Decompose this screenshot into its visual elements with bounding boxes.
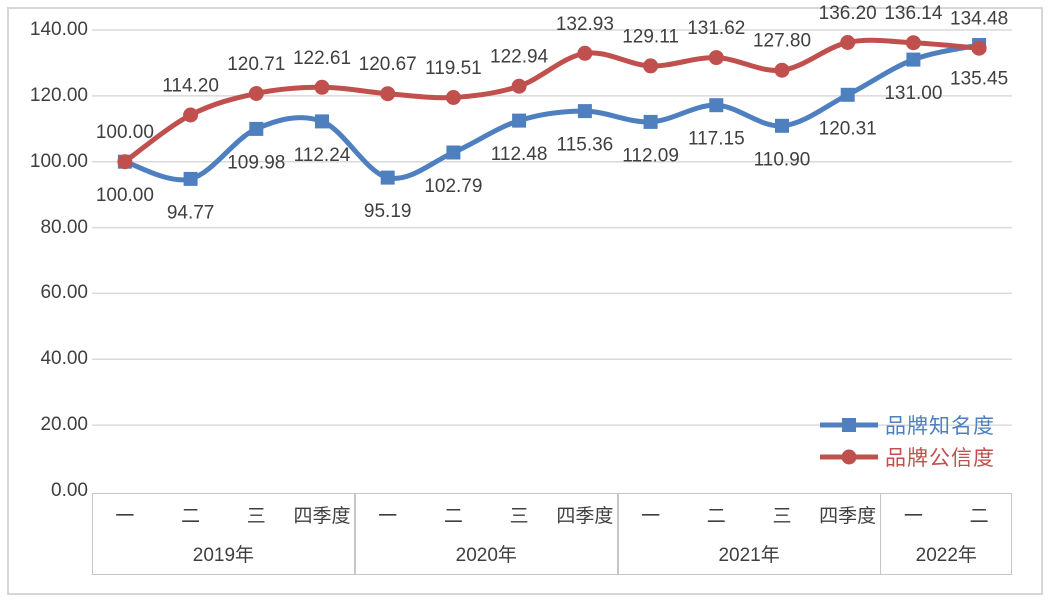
x-axis-quarter-label: 二 [181,506,201,527]
data-point-marker-square [643,114,658,129]
data-point-marker-square [906,52,921,67]
data-label: 100.00 [96,122,154,143]
data-point-marker-circle [248,86,264,101]
data-label: 131.00 [884,83,942,104]
data-label: 120.67 [359,54,417,75]
y-axis-tick-label: 40.00 [40,348,88,370]
data-point-marker-square [840,87,855,102]
data-point-marker-square [380,170,395,185]
data-label: 112.24 [294,145,351,166]
x-axis-quarter-label: 四季度 [556,506,614,527]
x-axis-year-label: 2021年 [718,545,780,566]
data-label: 129.11 [622,26,679,47]
x-axis-quarter-label: 三 [772,506,792,527]
data-label: 120.71 [227,54,285,75]
data-point-marker-circle [117,154,133,170]
x-axis-quarter-label: 二 [443,506,463,527]
x-axis-year-label: 2019年 [192,545,255,566]
data-point-marker-circle [774,62,790,78]
data-label: 136.20 [819,3,877,24]
y-axis-tick-label: 120.00 [29,84,88,106]
data-point-marker-square [446,145,461,160]
data-label: 122.94 [490,47,549,68]
data-point-marker-square [512,113,527,128]
data-label: 112.48 [491,144,548,165]
data-label: 131.62 [687,18,745,39]
legend-swatch-circle-icon [820,449,878,465]
data-label: 120.31 [819,118,877,139]
legend-label-series-1: 品牌知名度 [885,415,995,438]
x-axis-quarter-label: 四季度 [819,506,877,527]
data-label: 127.80 [753,31,811,52]
y-axis-tick-label: 140.00 [29,19,88,40]
x-axis-quarter-label: 四季度 [293,506,351,527]
y-axis-tick-label: 0.00 [51,480,88,501]
data-label: 94.77 [167,202,215,223]
legend-entry-series-2[interactable]: 品牌公信度 [820,441,995,473]
data-point-marker-circle [314,79,330,95]
data-point-marker-square [709,98,724,113]
x-axis-year-label: 2022年 [915,545,977,566]
data-point-marker-circle [577,45,593,61]
year-group-divider [617,493,619,575]
x-axis-quarter-label: 三 [509,506,529,527]
data-label: 117.15 [688,129,745,150]
data-point-marker-circle [840,35,856,50]
legend: 品牌知名度 品牌公信度 [820,409,995,473]
x-axis-year-label: 2020年 [455,545,517,566]
data-label: 135.45 [950,69,1008,90]
data-point-marker-square [775,118,789,133]
x-axis-box [92,493,1012,575]
data-label: 119.51 [425,58,482,79]
x-axis-quarter-label: 二 [706,506,726,527]
data-label: 109.98 [227,152,285,173]
y-axis-tick-label: 20.00 [40,414,88,436]
data-label: 112.09 [622,145,679,166]
data-label: 122.61 [293,48,351,69]
x-axis-quarter-label: 三 [246,506,266,527]
data-label: 102.79 [424,176,482,197]
data-label: 110.90 [754,149,811,170]
chart-outer-frame [7,7,1043,595]
data-point-marker-circle [511,78,527,94]
data-point-marker-circle [708,50,724,66]
data-point-marker-circle [183,107,199,123]
x-axis-quarter-label: 一 [378,506,398,527]
x-axis-quarter-label: 一 [641,506,661,527]
data-point-marker-square [183,171,198,186]
data-label: 132.93 [556,14,614,35]
legend-label-series-2: 品牌公信度 [885,447,995,470]
year-group-divider [354,493,356,575]
data-label: 100.00 [96,185,154,206]
year-group-divider [879,493,882,575]
data-label: 136.14 [884,3,943,24]
y-axis-tick-label: 80.00 [40,216,88,238]
data-point-marker-square [577,104,592,119]
x-axis-quarter-label: 一 [115,506,135,527]
x-axis-quarter-label: 二 [969,506,989,527]
data-label: 115.36 [557,135,614,156]
data-point-marker-circle [445,90,461,105]
data-label: 95.19 [364,201,412,222]
data-point-marker-square [315,114,329,129]
x-axis-quarter-label: 一 [903,506,923,527]
data-point-marker-circle [380,86,396,102]
data-point-marker-square [249,121,264,136]
data-label: 134.48 [950,9,1008,30]
legend-swatch-square-icon [820,418,878,432]
y-axis-tick-label: 60.00 [40,282,88,304]
y-axis-tick-label: 100.00 [29,150,88,172]
legend-entry-series-1[interactable]: 品牌知名度 [820,409,995,441]
data-point-marker-circle [905,35,921,51]
data-point-marker-circle [971,40,987,56]
data-point-marker-circle [643,58,659,74]
data-label: 114.20 [162,76,219,97]
